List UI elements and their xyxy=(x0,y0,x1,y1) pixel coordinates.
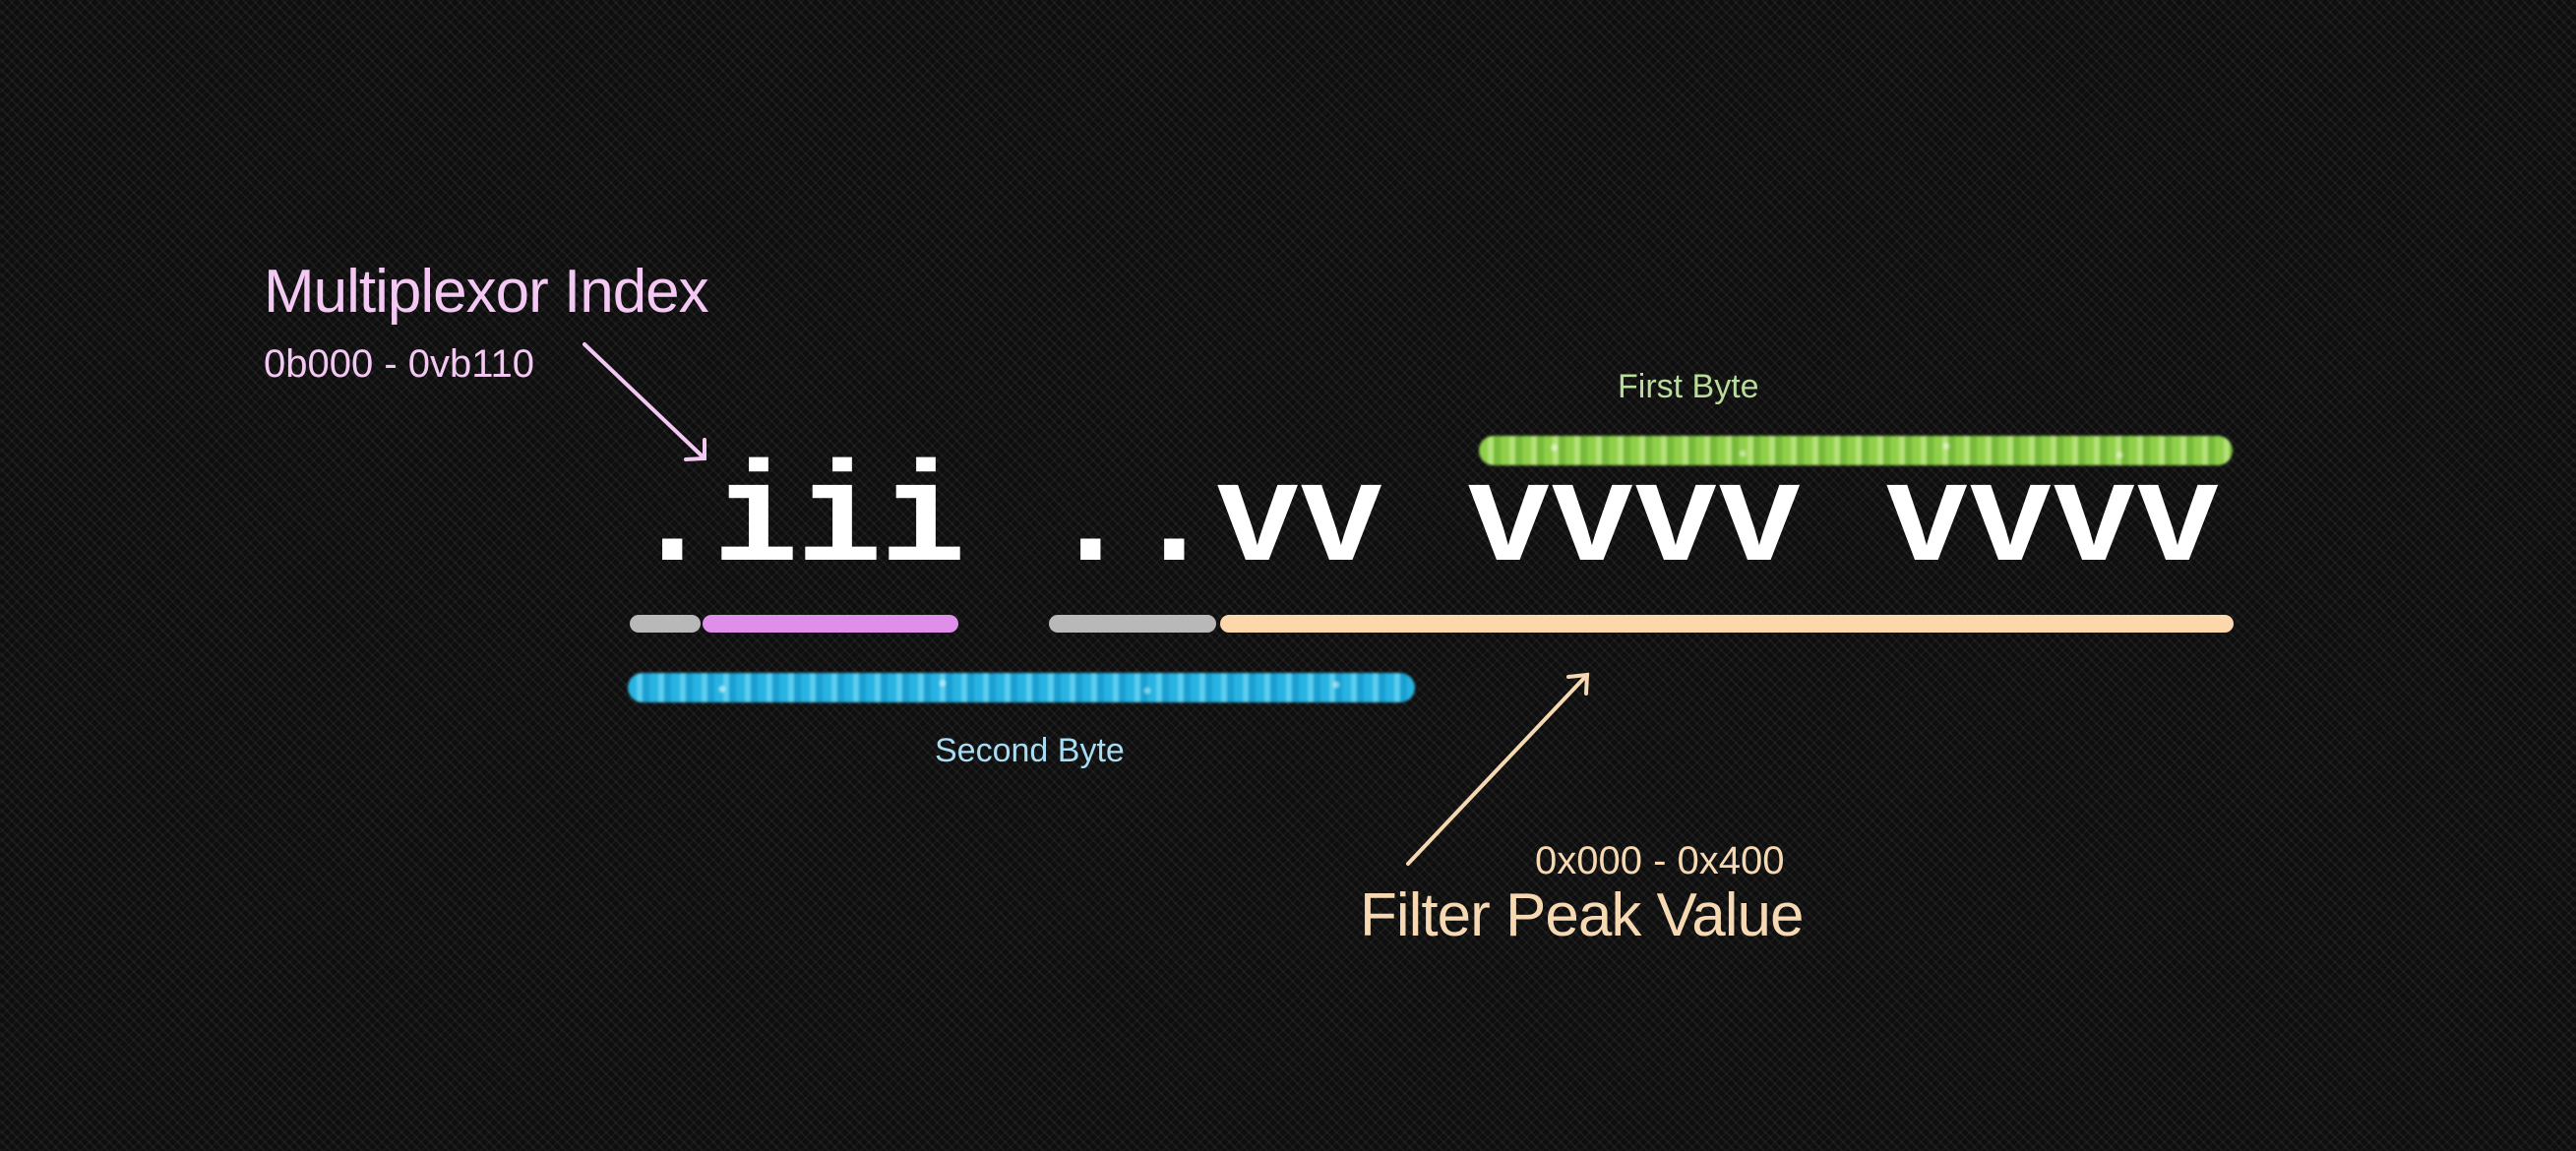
bit-pattern: .iii ..vv vvvv vvvv xyxy=(630,443,2221,603)
multiplexor-index-bar xyxy=(703,615,958,633)
first-byte-bracket xyxy=(1479,436,2233,465)
multiplexor-index-range: 0b000 - 0vb110 xyxy=(264,342,535,386)
second-byte-label: Second Byte xyxy=(935,732,1125,769)
unused-bit-bar xyxy=(630,615,701,633)
multiplexor-index-title: Multiplexor Index xyxy=(264,258,709,326)
first-byte-label: First Byte xyxy=(1618,368,1759,405)
filter-peak-value-range: 0x000 - 0x400 xyxy=(1535,839,1785,882)
filter-peak-value-bar xyxy=(1220,615,2234,633)
second-byte-bracket xyxy=(628,673,1415,702)
filter-peak-arrow xyxy=(1406,672,1590,866)
filter-peak-value-title: Filter Peak Value xyxy=(1360,881,1805,949)
unused-bits-bar xyxy=(1049,615,1216,633)
